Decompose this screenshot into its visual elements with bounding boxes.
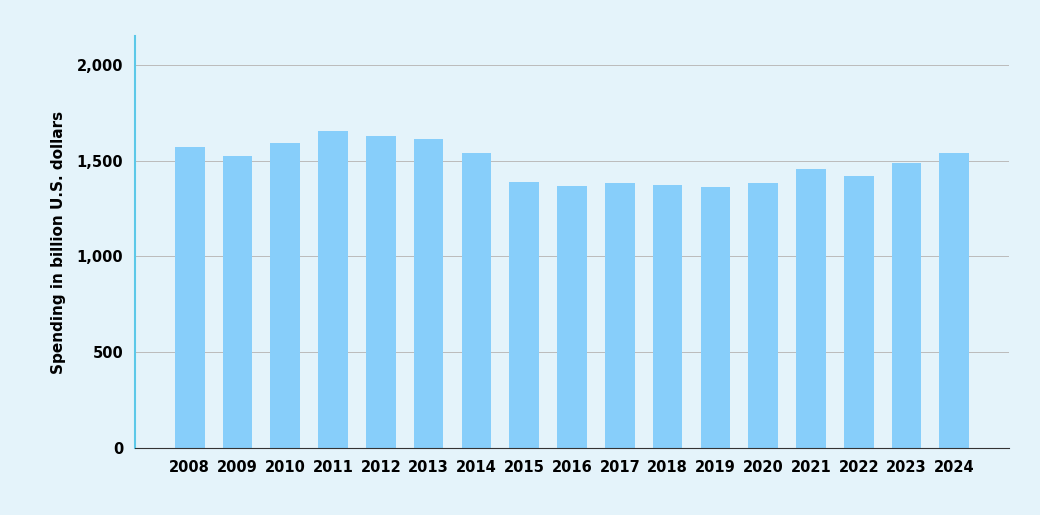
Bar	[557, 186, 587, 448]
Y-axis label: Spending in billion U.S. dollars: Spending in billion U.S. dollars	[51, 111, 66, 373]
Bar	[462, 153, 491, 448]
Bar	[318, 131, 348, 448]
Bar	[796, 169, 826, 448]
Bar	[939, 153, 969, 448]
Bar	[605, 183, 634, 448]
Bar	[843, 176, 874, 448]
Bar	[653, 184, 682, 448]
Bar	[510, 182, 539, 448]
Bar	[175, 147, 205, 448]
Bar	[270, 143, 301, 448]
Bar	[223, 156, 253, 448]
Bar	[749, 183, 778, 448]
Bar	[701, 187, 730, 448]
Bar	[366, 135, 395, 448]
Bar	[414, 139, 443, 448]
Bar	[891, 163, 921, 448]
